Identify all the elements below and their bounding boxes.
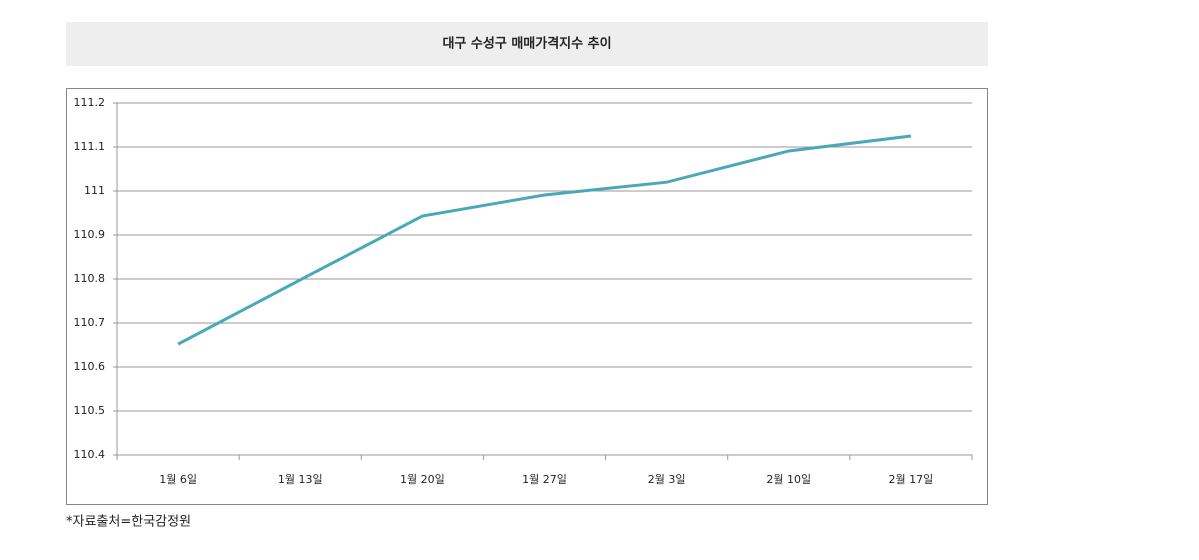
x-tick-label: 2월 17일 <box>889 472 934 486</box>
x-tick-label: 1월 6일 <box>159 472 197 486</box>
y-tick-label: 110.5 <box>74 404 106 417</box>
chart-frame <box>66 88 988 505</box>
chart-title: 대구 수성구 매매가격지수 추이 <box>442 36 611 52</box>
y-tick-label: 110.9 <box>74 228 106 241</box>
y-tick-label: 111 <box>84 184 105 197</box>
y-tick-label: 111.2 <box>74 96 106 109</box>
x-tick-label: 1월 27일 <box>522 472 567 486</box>
x-tick-label: 2월 3일 <box>648 472 686 486</box>
y-tick-label: 111.1 <box>74 140 106 153</box>
y-tick-label: 110.8 <box>74 272 106 285</box>
source-note: *자료출처=한국감정원 <box>66 515 191 530</box>
x-tick-label: 1월 20일 <box>400 472 445 486</box>
data-line <box>177 134 912 346</box>
y-tick-label: 110.4 <box>74 448 106 461</box>
x-tick-label: 2월 10일 <box>766 472 811 486</box>
x-tick-label: 1월 13일 <box>278 472 323 486</box>
y-tick-label: 110.6 <box>74 360 106 373</box>
y-tick-label: 110.7 <box>74 316 106 329</box>
title-bar <box>66 22 988 66</box>
